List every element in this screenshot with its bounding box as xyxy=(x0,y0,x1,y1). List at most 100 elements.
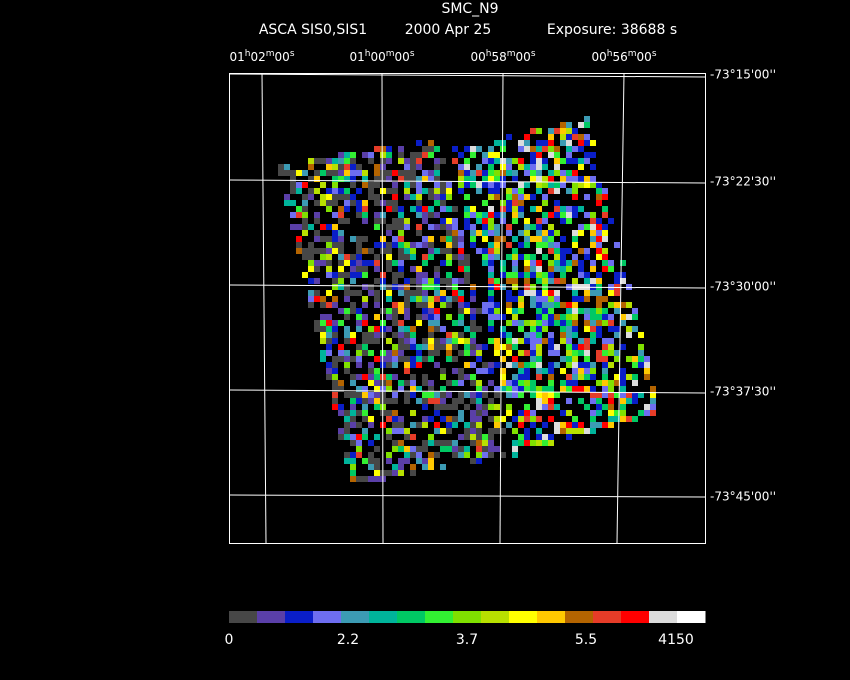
pixel xyxy=(392,314,398,320)
pixel xyxy=(530,236,536,242)
pixel xyxy=(548,266,554,272)
pixel xyxy=(602,248,608,254)
pixel xyxy=(404,428,410,434)
pixel xyxy=(344,308,350,314)
pixel xyxy=(314,248,320,254)
pixel xyxy=(332,182,338,188)
pixel xyxy=(506,422,512,428)
pixel xyxy=(602,392,608,398)
colorbar-swatch xyxy=(621,611,650,623)
pixel xyxy=(320,158,326,164)
pixel xyxy=(350,158,356,164)
pixel xyxy=(476,386,482,392)
pixel xyxy=(470,326,476,332)
ra-value: 56 xyxy=(612,50,627,64)
pixel xyxy=(422,416,428,422)
pixel xyxy=(356,212,362,218)
ra-unit: h xyxy=(607,49,613,59)
pixel xyxy=(434,362,440,368)
pixel xyxy=(338,410,344,416)
pixel xyxy=(320,326,326,332)
pixel xyxy=(596,242,602,248)
pixel xyxy=(482,254,488,260)
pixel xyxy=(560,212,566,218)
pixel xyxy=(356,170,362,176)
pixel xyxy=(560,176,566,182)
pixel xyxy=(362,320,368,326)
pixel xyxy=(284,164,290,170)
pixel xyxy=(452,284,458,290)
pixel xyxy=(338,434,344,440)
pixel xyxy=(452,224,458,230)
pixel xyxy=(452,422,458,428)
pixel xyxy=(434,146,440,152)
pixel xyxy=(566,380,572,386)
pixel xyxy=(434,266,440,272)
pixel xyxy=(410,176,416,182)
ra-value: 00 xyxy=(470,50,485,64)
pixel xyxy=(344,326,350,332)
pixel xyxy=(368,248,374,254)
pixel xyxy=(386,266,392,272)
pixel xyxy=(602,368,608,374)
pixel xyxy=(488,230,494,236)
pixel xyxy=(578,248,584,254)
pixel xyxy=(578,140,584,146)
pixel xyxy=(416,350,422,356)
pixel xyxy=(338,188,344,194)
pixel xyxy=(620,344,626,350)
pixel xyxy=(356,260,362,266)
pixel xyxy=(422,440,428,446)
pixel xyxy=(332,164,338,170)
pixel xyxy=(566,146,572,152)
pixel xyxy=(392,320,398,326)
pixel xyxy=(566,320,572,326)
pixel xyxy=(332,176,338,182)
pixel xyxy=(392,374,398,380)
pixel xyxy=(440,188,446,194)
pixel xyxy=(644,362,650,368)
pixel xyxy=(542,386,548,392)
pixel xyxy=(512,338,518,344)
pixel xyxy=(452,344,458,350)
pixel xyxy=(620,374,626,380)
pixel xyxy=(500,326,506,332)
pixel xyxy=(548,146,554,152)
pixel xyxy=(476,368,482,374)
pixel xyxy=(626,392,632,398)
pixel xyxy=(482,446,488,452)
title: SMC_N9 xyxy=(441,1,498,17)
pixel xyxy=(476,344,482,350)
pixel xyxy=(440,446,446,452)
pixel xyxy=(536,332,542,338)
pixel xyxy=(530,362,536,368)
pixel xyxy=(488,176,494,182)
pixel xyxy=(362,212,368,218)
pixel xyxy=(614,350,620,356)
pixel xyxy=(344,392,350,398)
pixel xyxy=(362,314,368,320)
pixel xyxy=(290,176,296,182)
pixel xyxy=(512,356,518,362)
pixel xyxy=(542,314,548,320)
colorbar-label: 3.7 xyxy=(456,632,478,648)
pixel xyxy=(524,404,530,410)
pixel xyxy=(596,230,602,236)
grid-line xyxy=(228,179,706,184)
pixel xyxy=(548,380,554,386)
pixel xyxy=(506,188,512,194)
pixel xyxy=(512,362,518,368)
pixel xyxy=(434,158,440,164)
pixel xyxy=(362,296,368,302)
pixel xyxy=(512,308,518,314)
pixel xyxy=(518,230,524,236)
pixel xyxy=(494,416,500,422)
pixel xyxy=(440,302,446,308)
pixel xyxy=(476,410,482,416)
pixel xyxy=(446,248,452,254)
pixel xyxy=(536,440,542,446)
pixel xyxy=(566,266,572,272)
pixel xyxy=(512,386,518,392)
pixel xyxy=(374,242,380,248)
pixel xyxy=(578,368,584,374)
